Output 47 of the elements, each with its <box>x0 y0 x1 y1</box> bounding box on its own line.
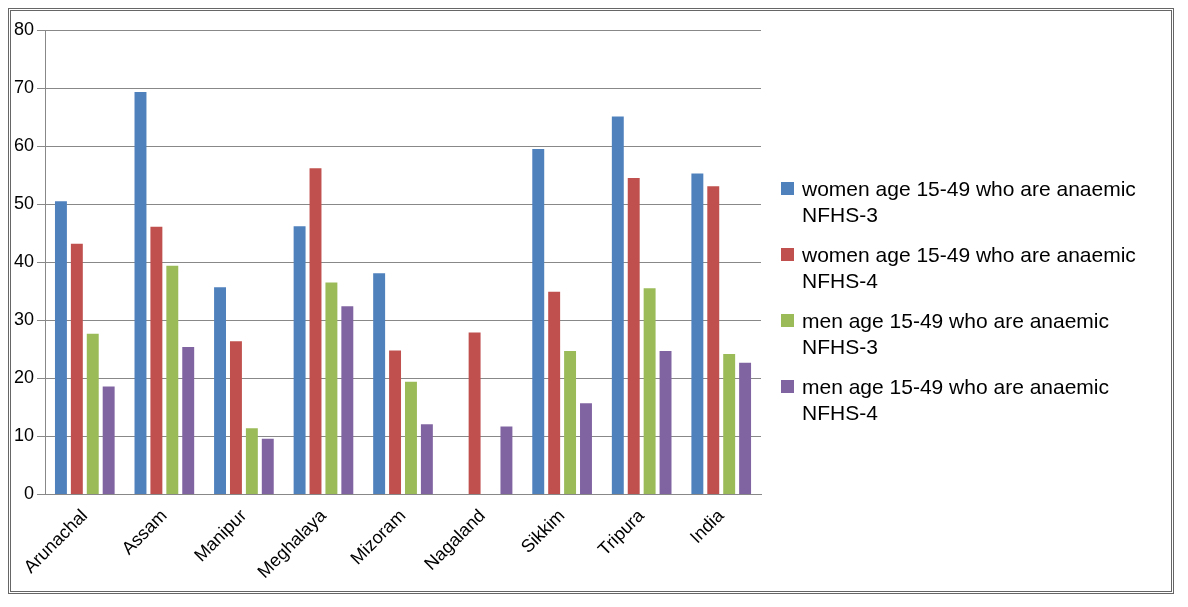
y-tick-label: 0 <box>24 483 35 504</box>
legend-label: women age 15-49 who are anaemic NFHS-4 <box>802 242 1137 294</box>
bar <box>405 381 417 494</box>
bar <box>627 178 640 494</box>
bar <box>611 116 624 494</box>
bar <box>102 386 115 494</box>
bar <box>293 226 306 494</box>
bar <box>150 226 163 494</box>
bar <box>691 173 704 494</box>
bar <box>229 341 242 494</box>
bar <box>373 273 386 494</box>
bar <box>325 282 338 494</box>
bar <box>214 287 227 494</box>
bar <box>54 201 67 494</box>
bar <box>261 438 274 494</box>
bar <box>659 351 672 494</box>
y-tick-label: 40 <box>13 251 35 272</box>
y-tick-label: 20 <box>13 367 35 388</box>
legend-label: women age 15-49 who are anaemic NFHS-3 <box>802 176 1137 228</box>
bar <box>723 353 736 494</box>
bar <box>532 149 545 494</box>
bar <box>389 350 402 494</box>
bar <box>548 291 561 494</box>
bar <box>739 362 752 494</box>
bar <box>580 403 592 494</box>
legend-label: men age 15-49 who are anaemic NFHS-4 <box>802 374 1111 426</box>
legend-label: men age 15-49 who are anaemic NFHS-3 <box>802 308 1111 360</box>
bar <box>564 351 577 494</box>
bar <box>182 346 195 494</box>
bar <box>420 424 433 494</box>
y-tick-label: 50 <box>13 193 35 214</box>
bar <box>500 426 513 494</box>
y-tick-label: 10 <box>13 425 35 446</box>
bar <box>643 288 656 494</box>
bar <box>707 186 720 494</box>
y-tick-label: 30 <box>13 309 35 330</box>
bar <box>166 265 179 494</box>
bar <box>70 243 83 494</box>
bar <box>309 168 322 494</box>
y-tick-label: 80 <box>13 18 35 39</box>
bar <box>468 332 481 494</box>
bar <box>134 92 147 494</box>
y-tick-label: 60 <box>13 135 35 156</box>
y-tick-label: 70 <box>13 77 35 98</box>
bar <box>341 306 354 494</box>
bar <box>245 428 258 494</box>
bar <box>86 333 99 494</box>
